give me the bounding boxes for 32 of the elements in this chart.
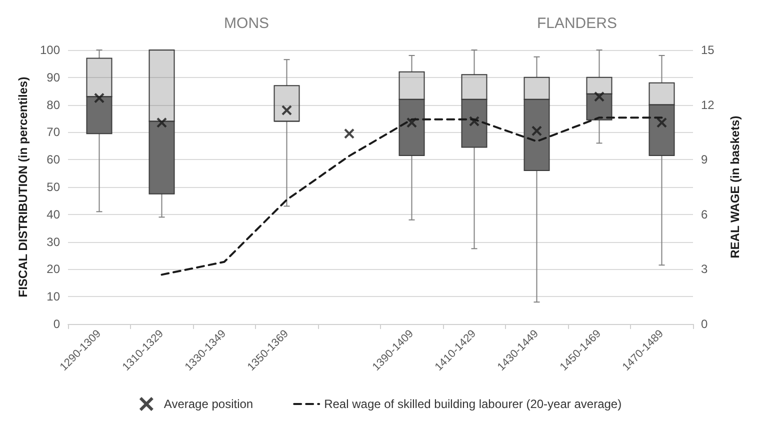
point: [282, 105, 292, 116]
point: [344, 128, 354, 139]
y2-tick-label: 15: [701, 43, 715, 57]
point: [94, 92, 104, 103]
y-tick-label: 40: [46, 207, 60, 222]
point: [594, 92, 604, 102]
point: [156, 118, 167, 128]
y-tick-label: 50: [46, 180, 60, 194]
text: MONS: [224, 15, 270, 32]
y-tick-label: 70: [46, 125, 60, 140]
point: [656, 118, 667, 128]
y2-tick-label: 9: [701, 152, 708, 167]
y-tick-label: 80: [46, 98, 60, 112]
point: [469, 116, 480, 126]
y2-axis-title: REAL WAGE (in baskets): [728, 116, 742, 258]
y-tick-label: 100: [40, 43, 60, 57]
y-tick-label: 30: [46, 234, 60, 249]
y2-tick-label: 6: [701, 207, 708, 222]
point: [406, 118, 417, 128]
y2-tick-label: 0: [701, 317, 708, 331]
legend-label: Average position: [164, 397, 254, 411]
point: [532, 126, 542, 136]
y-tick-label: 0: [53, 317, 60, 331]
y-tick-label: 20: [46, 262, 60, 276]
y-axis-title: FISCAL DISTRIBUTION (in percentiles): [16, 76, 30, 298]
y2-tick-label: 12: [701, 98, 715, 112]
y-tick-label: 10: [46, 290, 60, 304]
legend-label: Real wage of skilled building labourer (20-year average): [324, 397, 622, 411]
y-tick-label: 90: [46, 70, 60, 84]
y-tick-label: 60: [46, 152, 60, 167]
y2-tick-label: 3: [701, 262, 708, 276]
text: FLANDERS: [536, 15, 617, 32]
